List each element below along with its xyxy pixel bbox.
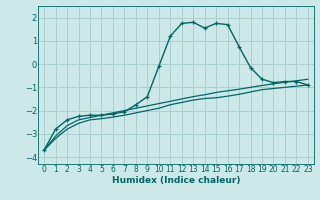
X-axis label: Humidex (Indice chaleur): Humidex (Indice chaleur) xyxy=(112,176,240,185)
